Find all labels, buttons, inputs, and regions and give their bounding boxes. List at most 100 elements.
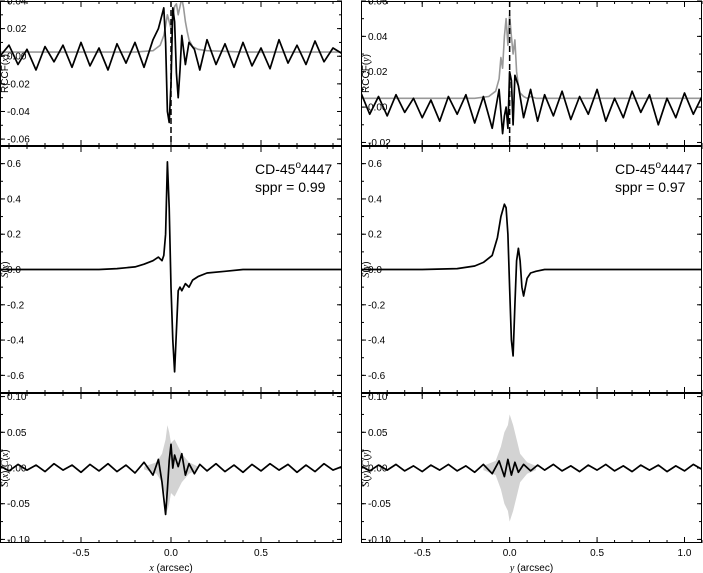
panel-top-left: -0.06 -0.04 -0.02 0.00 0.02 0.04 RCCF(x) — [0, 0, 342, 146]
plot-frame — [361, 1, 702, 146]
y-tick-label: -0.02 — [7, 79, 30, 90]
y-axis-label-part: ) — [361, 449, 372, 452]
y-axis-label: S(y) — [361, 261, 372, 277]
y-tick-label: -0.4 — [7, 336, 25, 347]
y-axis-label-part: y — [361, 473, 372, 479]
y-axis-label-part: ( — [361, 269, 372, 273]
y-tick-label: 0.02 — [7, 24, 27, 35]
y-axis-label-part: y — [361, 57, 372, 63]
x-tick-label: -0.5 — [72, 548, 90, 559]
panel-top-right: -0.02 0.00 0.02 0.04 0.06 RCCF(y) — [361, 0, 703, 149]
y-tick-label: 0.00 — [7, 52, 27, 63]
x-tick-label: 0.5 — [590, 548, 604, 559]
y-tick-label: 0.04 — [7, 0, 27, 8]
panel-middle-left: -0.6 -0.4 -0.2 0.0 0.2 0.4 0.6 S(x) CD-45o4447 sp… — [0, 145, 342, 394]
series-line-black — [361, 70, 702, 135]
y-axis-label-part: S — [0, 273, 11, 278]
star-name-prefix: CD-45 — [615, 161, 656, 177]
y-tick-label: 0.06 — [368, 0, 388, 8]
sppr-annotation: sppr = 0.97 — [615, 179, 686, 195]
x-tick-label: 1.0 — [678, 548, 692, 559]
sppr-annotation: sppr = 0.99 — [255, 179, 326, 195]
y-axis-label-part: )- — [0, 467, 11, 474]
y-axis-label-part: y — [361, 452, 372, 458]
star-name-prefix: CD-45 — [255, 161, 296, 177]
y-tick-label: 0.02 — [368, 67, 388, 78]
y-axis-label-part: ( — [0, 269, 11, 273]
y-tick-label: 0.4 — [7, 194, 21, 205]
x-axis-label-var: x — [148, 563, 154, 573]
y-tick-label: -0.02 — [368, 138, 391, 149]
y-axis-label-part: x — [0, 264, 11, 270]
y-axis-label-part: C — [0, 460, 11, 467]
y-tick-label: -0.10 — [368, 535, 391, 546]
x-axis-label-unit: (arcsec) — [154, 563, 193, 573]
y-tick-label: -0.6 — [7, 371, 25, 382]
panel-bottom-left: -0.10-0.050.000.050.10-0.5 0.0 0.5S(x)-C(x… — [0, 392, 342, 573]
y-tick-label: -0.04 — [7, 107, 30, 118]
star-name-annotation: CD-45o4447 — [255, 160, 332, 177]
x-axis-label-var: y — [509, 563, 515, 573]
panel-bottom-right: -0.10-0.050.000.050.10-0.5 0.0 0.5 1.0S(y)-… — [361, 392, 703, 573]
y-tick-label: 0.2 — [7, 230, 21, 241]
y-tick-label: -0.05 — [7, 499, 30, 510]
y-axis-label-part: ) — [0, 261, 11, 264]
y-axis-label-part: RCCF( — [361, 61, 372, 93]
y-axis-label-part: RCCF( — [0, 61, 11, 93]
y-tick-label: -0.2 — [7, 300, 25, 311]
y-axis-label-part: S — [361, 273, 372, 278]
y-tick-label: -0.06 — [7, 135, 30, 146]
y-tick-label: 0.05 — [368, 428, 388, 439]
error-band — [144, 425, 198, 511]
y-tick-label: -0.4 — [368, 336, 386, 347]
panel-middle-right: -0.6 -0.4 -0.2 0.0 0.2 0.4 0.6 S(y) CD-45o4447 sp… — [361, 145, 703, 394]
y-axis-label-part: x — [0, 57, 11, 63]
y-tick-label: 0.04 — [368, 32, 388, 43]
y-tick-label: 0.0 — [7, 265, 21, 276]
series-line-gray — [0, 1, 342, 53]
y-axis-label: S(x) — [0, 261, 11, 277]
x-tick-label: 0.0 — [164, 548, 178, 559]
star-name-degree: o — [295, 160, 301, 171]
y-axis-label: RCCF(y) — [361, 54, 372, 93]
y-tick-label: 0.6 — [7, 159, 21, 170]
y-axis-label-part: S — [0, 482, 11, 487]
series-line-black — [361, 458, 702, 478]
y-tick-label: 0.2 — [368, 230, 382, 241]
y-axis-label-part: ) — [0, 449, 11, 452]
y-axis-label-part: y — [361, 264, 372, 270]
star-name-annotation: CD-45o4447 — [615, 160, 692, 177]
y-axis-label-part: x — [0, 452, 11, 458]
y-tick-label: -0.6 — [368, 371, 386, 382]
y-axis-label-part: ( — [0, 478, 11, 482]
y-axis-label: S(x)-C(x) — [0, 449, 11, 486]
y-tick-label: -0.10 — [7, 535, 30, 546]
series-line-black — [0, 7, 342, 124]
y-axis-label-part: ) — [0, 54, 11, 57]
x-axis-label-unit: (arcsec) — [514, 563, 553, 573]
star-name-degree: o — [655, 160, 661, 171]
y-axis-label-part: ) — [361, 54, 372, 57]
star-name-number: 4447 — [661, 161, 692, 177]
y-tick-label: -0.05 — [368, 499, 391, 510]
y-tick-label: 0.05 — [7, 428, 27, 439]
y-axis-label-part: ( — [361, 457, 372, 461]
series-line-gray — [361, 14, 702, 100]
y-tick-label: 0.0 — [368, 265, 382, 276]
x-tick-label: 0.0 — [503, 548, 517, 559]
x-axis-label: x (arcsec) — [148, 563, 192, 573]
y-tick-label: 0.00 — [368, 103, 388, 114]
x-tick-label: -0.5 — [414, 548, 432, 559]
y-tick-label: 0.00 — [7, 464, 27, 475]
series-line-black — [361, 203, 702, 357]
y-axis-label-part: ( — [361, 478, 372, 482]
series-line-black — [0, 161, 342, 373]
x-axis-label: y (arcsec) — [509, 563, 553, 573]
y-axis-label-part: )- — [361, 467, 372, 474]
y-axis-label: S(y)-C(y) — [361, 449, 372, 486]
y-axis-label-part: x — [0, 473, 11, 479]
y-axis-label-part: S — [361, 482, 372, 487]
x-tick-label: 0.5 — [254, 548, 268, 559]
y-axis-label-part: ( — [0, 457, 11, 461]
